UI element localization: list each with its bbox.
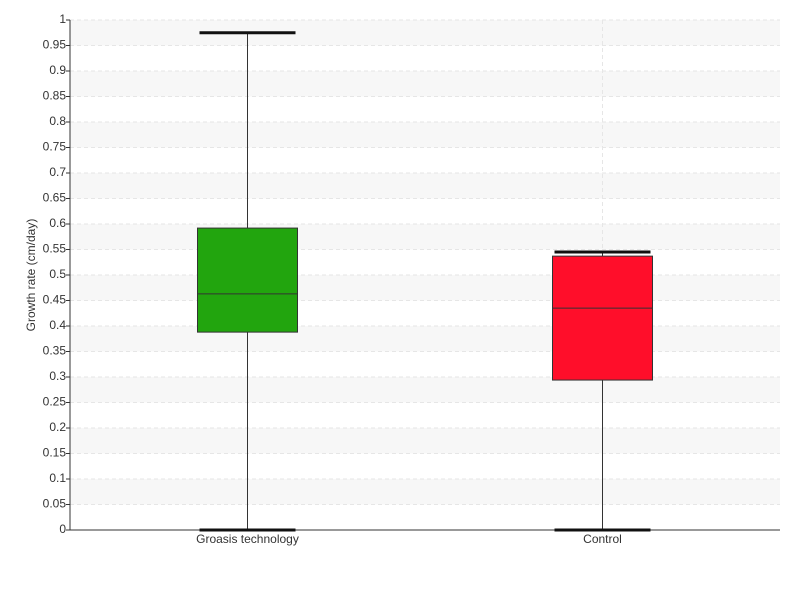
y-axis-label: Growth rate (cm/day)	[24, 219, 38, 332]
y-tick-label: 0.9	[49, 63, 66, 77]
y-tick-label: 0.05	[43, 497, 67, 511]
grid-band	[70, 479, 780, 505]
grid-band	[70, 20, 780, 46]
grid-band	[70, 173, 780, 199]
grid-band	[70, 377, 780, 403]
y-tick-label: 0.1	[49, 471, 66, 485]
y-tick-label: 0.45	[43, 293, 67, 307]
y-tick-label: 0.85	[43, 89, 67, 103]
grid-band	[70, 122, 780, 148]
box	[552, 255, 653, 381]
y-tick-label: 0	[59, 522, 66, 536]
y-tick-label: 0.15	[43, 446, 67, 460]
y-tick-label: 0.55	[43, 242, 67, 256]
grid-band	[70, 428, 780, 454]
y-tick-label: 0.2	[49, 420, 66, 434]
x-tick-label: Control	[583, 532, 622, 546]
y-tick-label: 0.35	[43, 344, 67, 358]
x-tick-label: Groasis technology	[196, 532, 299, 546]
y-tick-label: 0.5	[49, 267, 66, 281]
y-tick-label: 0.8	[49, 114, 66, 128]
grid-band	[70, 326, 780, 352]
y-tick-label: 0.6	[49, 216, 66, 230]
y-tick-label: 0.4	[49, 318, 66, 332]
y-tick-label: 0.65	[43, 191, 67, 205]
y-tick-label: 0.7	[49, 165, 66, 179]
y-tick-label: 0.3	[49, 369, 66, 383]
box	[197, 227, 298, 333]
y-tick-label: 1	[59, 12, 66, 26]
y-tick-label: 0.75	[43, 140, 67, 154]
y-tick-label: 0.95	[43, 38, 67, 52]
grid-band	[70, 224, 780, 250]
y-tick-label: 0.25	[43, 395, 67, 409]
grid-band	[70, 71, 780, 97]
grid-band	[70, 275, 780, 301]
